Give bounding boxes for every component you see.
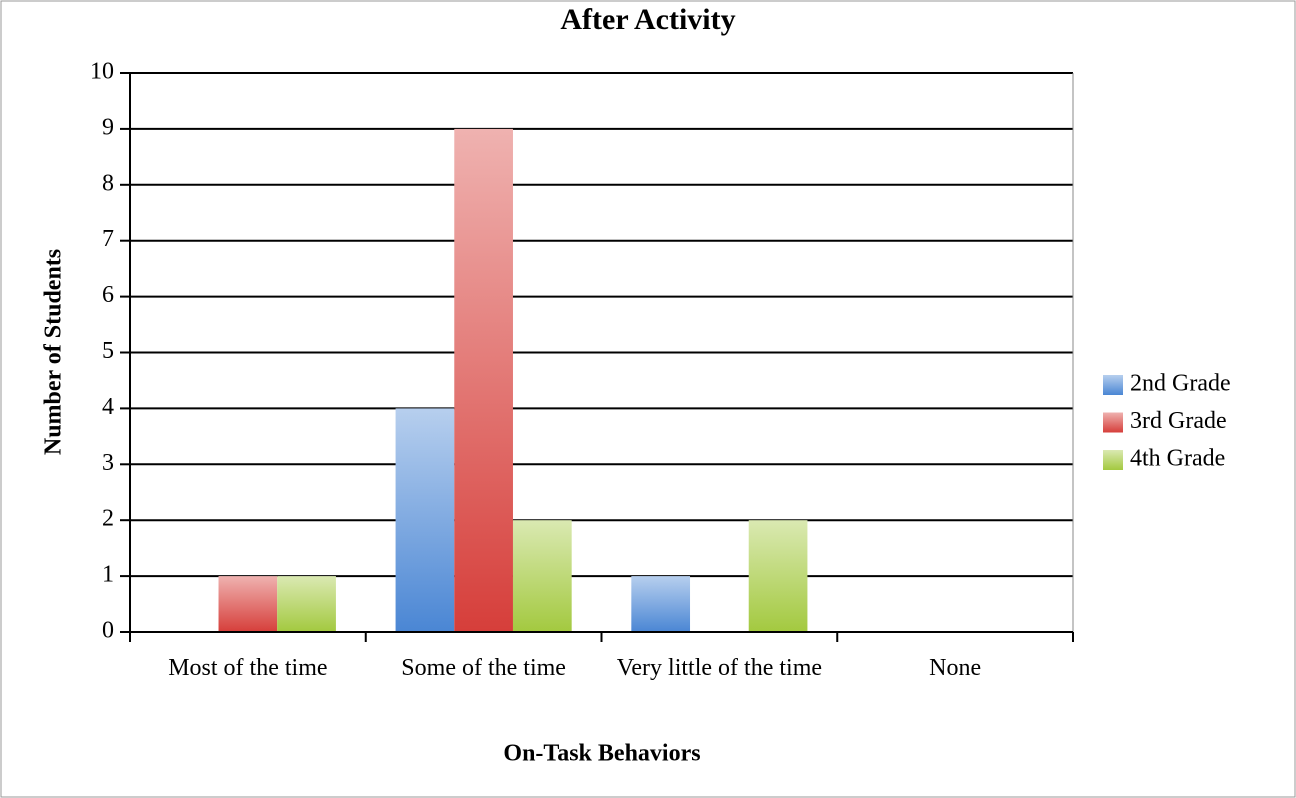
x-tick-label: Very little of the time [616,655,823,681]
bar [277,576,336,632]
x-axis-label: On-Task Behaviors [503,741,700,767]
legend-swatch [1103,375,1123,395]
y-tick-label: 10 [90,59,114,85]
chart-title: After Activity [560,3,735,36]
y-tick-label: 0 [102,618,114,644]
y-tick-label: 6 [102,282,114,308]
y-axis-label: Number of Students [41,249,67,455]
legend-label: 4th Grade [1130,446,1225,472]
legend-swatch [1103,450,1123,470]
bar [218,576,278,632]
y-tick-label: 8 [102,170,114,196]
bar [454,128,513,632]
x-tick-label: None [929,655,982,681]
bar [395,408,455,632]
y-tick-label: 7 [102,226,114,252]
y-tick-label: 4 [102,394,114,420]
bar [512,520,572,632]
legend-swatch [1103,412,1123,433]
y-tick-label: 9 [102,114,114,140]
bar [631,576,691,632]
y-tick-label: 5 [102,338,114,364]
x-tick-label: Most of the time [168,655,328,681]
legend-label: 3rd Grade [1130,408,1227,434]
y-tick-label: 2 [102,506,114,532]
x-tick-label: Some of the time [401,655,566,681]
y-tick-label: 1 [102,562,114,588]
bar [748,520,808,632]
legend-label: 2nd Grade [1130,371,1231,397]
y-tick-label: 3 [102,450,114,476]
